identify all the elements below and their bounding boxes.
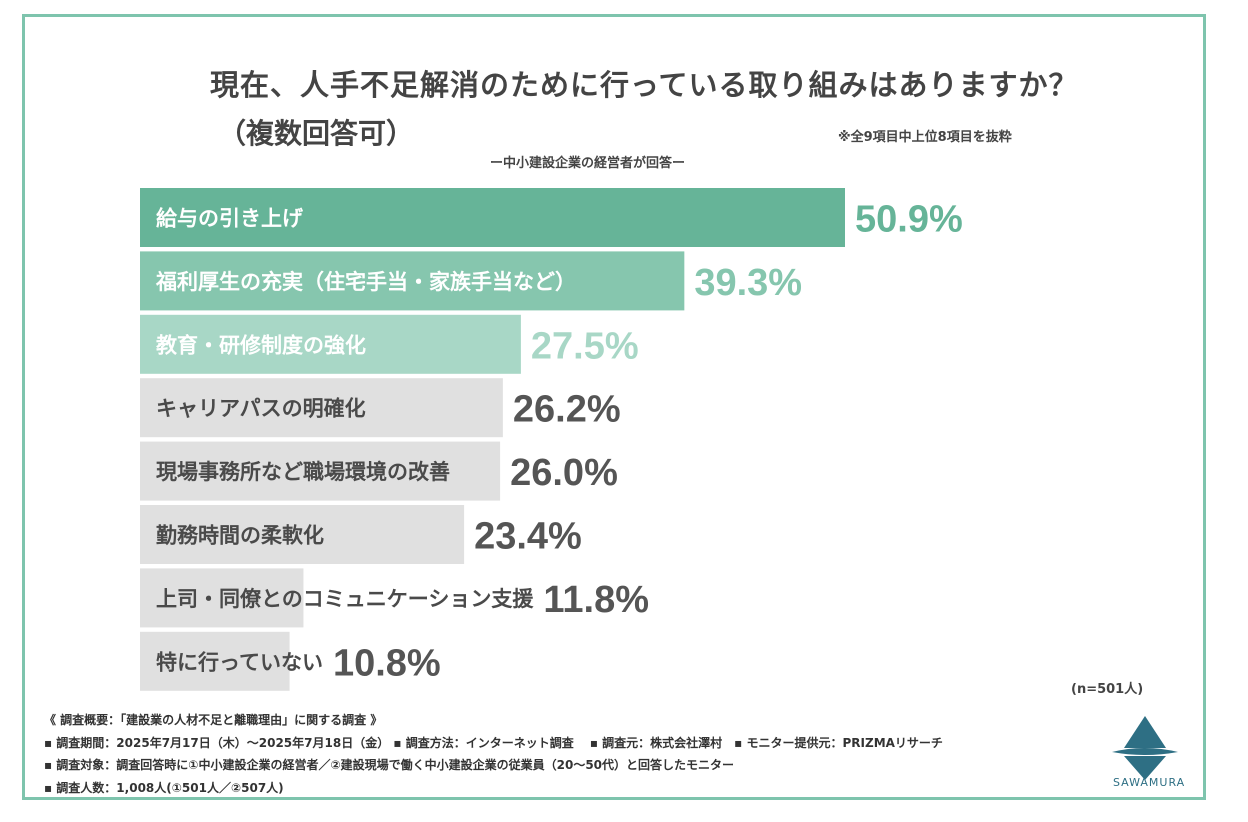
bar-5	[140, 441, 501, 501]
bar-2	[140, 251, 685, 311]
footer-period: ▪ 調査期間：2025年7月17日（木）～2025年7月18日（金） ▪ 調査方…	[44, 736, 943, 750]
footer-summary: 《 調査概要：「建設業の人材不足と離職理由」に関する調査 》	[44, 713, 383, 727]
sample-size: (n=501人)	[1071, 682, 1144, 697]
category-label-5: 現場事務所など職場環境の改善	[156, 460, 450, 484]
value-label-3: 27.5%	[531, 325, 639, 367]
value-label-4: 26.2%	[513, 389, 621, 431]
footer-target: ▪ 調査対象：調査回答時に①中小建設企業の経営者／②建設現場で働く中小建設企業の…	[44, 758, 735, 772]
bar-6	[140, 505, 465, 564]
value-label-2: 39.3%	[694, 262, 802, 304]
value-label-7: 11.8%	[543, 579, 649, 621]
category-label-6: 勤務時間の柔軟化	[156, 524, 324, 548]
bar-8	[140, 631, 290, 691]
category-label-2: 福利厚生の充実（住宅手当・家族手当など）	[155, 270, 576, 294]
chart-subtitle: （複数回答可）	[218, 117, 415, 150]
category-label-7: 上司・同僚とのコミュニケーション支援	[156, 587, 534, 611]
bar-4	[140, 378, 503, 438]
logo-text: SAWAMURA	[1113, 776, 1186, 789]
bar-3	[140, 314, 521, 374]
value-label-6: 23.4%	[474, 516, 582, 558]
category-label-3: 教育・研修制度の強化	[156, 333, 366, 357]
value-label-5: 26.0%	[510, 452, 618, 494]
chart-title: 現在、人手不足解消のために行っている取り組みはありますか？	[210, 68, 1079, 102]
footer-count: ▪ 調査人数：1,008人(①501人／②507人)	[44, 781, 284, 795]
bar-7	[140, 568, 304, 628]
category-label-1: 給与の引き上げ	[156, 207, 304, 231]
bar-1	[140, 188, 845, 247]
value-label-8: 10.8%	[333, 642, 441, 684]
items-note: ※全9項目中上位8項目を抜粋	[838, 130, 1012, 145]
category-label-4: キャリアパスの明確化	[156, 397, 366, 421]
category-label-8: 特に行っていない	[156, 650, 323, 674]
value-label-1: 50.9%	[855, 199, 963, 241]
sawamura-logo-icon	[1112, 716, 1178, 780]
respondent-note: ー中小建設企業の経営者が回答ー	[490, 156, 686, 171]
